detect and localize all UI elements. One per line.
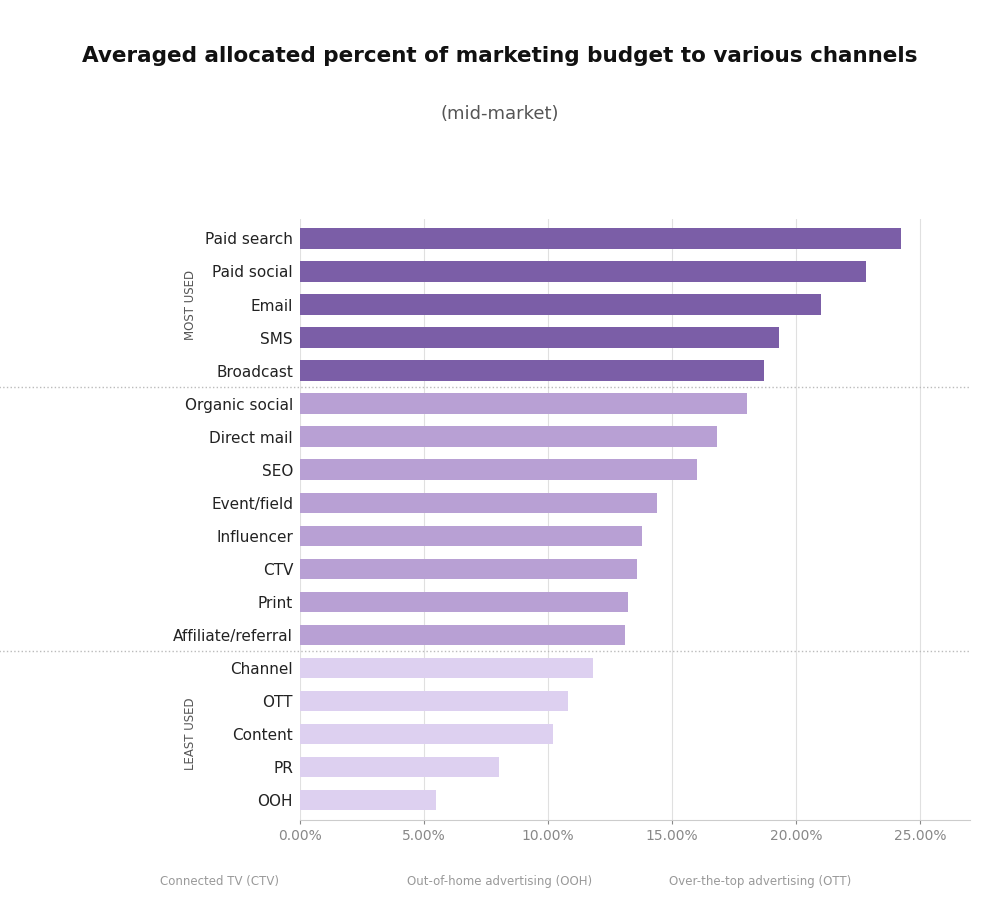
Bar <box>300 229 901 249</box>
Text: Over-the-top advertising (OTT): Over-the-top advertising (OTT) <box>669 875 851 888</box>
Text: LEAST USED: LEAST USED <box>184 698 196 771</box>
Bar <box>300 426 717 447</box>
Bar <box>300 294 821 315</box>
Bar <box>300 658 593 678</box>
Bar <box>300 757 499 777</box>
Bar <box>300 327 779 348</box>
Bar <box>300 558 637 579</box>
Text: MOST USED: MOST USED <box>184 270 196 340</box>
Bar <box>300 790 436 810</box>
Bar <box>300 591 628 612</box>
Bar <box>300 459 697 480</box>
Bar <box>300 493 657 513</box>
Bar <box>300 394 747 414</box>
Text: (mid-market): (mid-market) <box>441 105 559 123</box>
Bar <box>300 261 866 281</box>
Text: Connected TV (CTV): Connected TV (CTV) <box>160 875 280 888</box>
Bar <box>300 625 625 645</box>
Bar <box>300 361 764 381</box>
Bar <box>300 723 553 744</box>
Bar <box>300 526 642 546</box>
Text: Out-of-home advertising (OOH): Out-of-home advertising (OOH) <box>407 875 593 888</box>
Text: Averaged allocated percent of marketing budget to various channels: Averaged allocated percent of marketing … <box>82 46 918 66</box>
Bar <box>300 691 568 711</box>
